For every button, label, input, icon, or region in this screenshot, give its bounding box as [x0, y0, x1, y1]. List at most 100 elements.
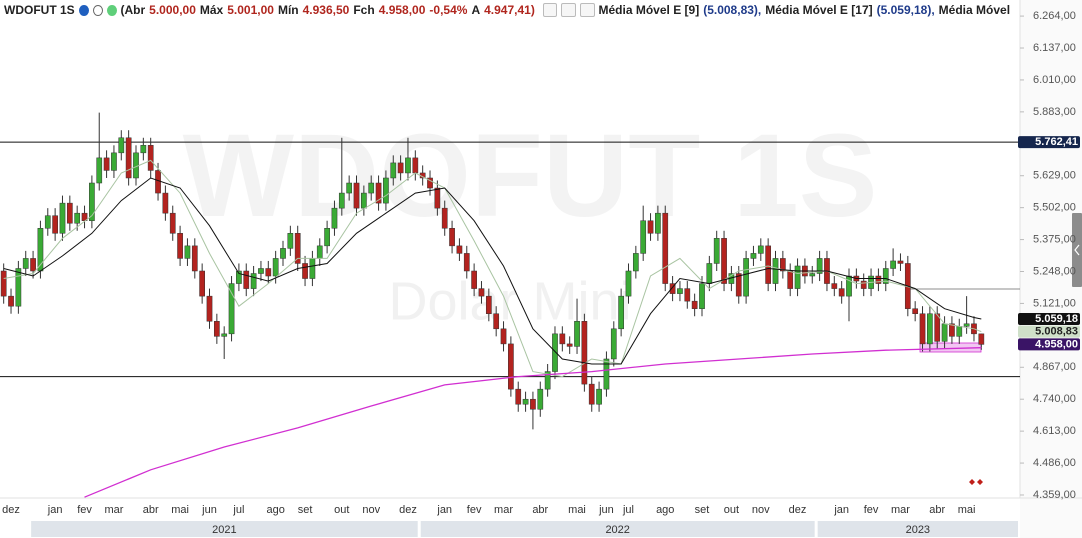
candle-body	[155, 170, 161, 194]
candle-body	[383, 177, 389, 204]
y-tick-label: 5.629,00	[1033, 170, 1076, 182]
icon[interactable]	[542, 3, 558, 17]
candle-body	[162, 192, 169, 214]
legend-entry: Média Móvel E [17]	[765, 3, 873, 17]
x-tick-label: out	[724, 504, 739, 516]
legend-value: 5.000,00	[149, 3, 196, 17]
price-axis-bg	[1020, 0, 1082, 538]
candle-body	[397, 162, 404, 174]
x-tick-label: ago	[266, 504, 284, 516]
candle-body	[927, 313, 933, 345]
candle-body	[956, 326, 963, 337]
candle-body	[236, 270, 242, 284]
symbol[interactable]: WDOFUT 1S	[4, 3, 75, 17]
level-label: 5.762,41	[1035, 136, 1078, 148]
candle-body	[684, 288, 691, 302]
candle-body	[74, 212, 81, 224]
legend-label: Mín	[277, 3, 299, 17]
y-tick-label: 4.740,00	[1033, 393, 1076, 405]
legend-entry: Média Móvel E [9]	[598, 3, 700, 17]
scroll-arrow[interactable]	[1074, 244, 1080, 256]
candle-body	[677, 288, 683, 294]
candle-body	[463, 253, 470, 272]
candle-body	[603, 358, 610, 390]
y-tick-label: 4.613,00	[1033, 425, 1076, 437]
candle-body	[809, 273, 816, 277]
candle-body	[434, 187, 441, 209]
candle-body	[184, 245, 191, 259]
candle-body	[485, 295, 492, 314]
candle-body	[287, 233, 294, 249]
x-tick-label: jan	[47, 504, 63, 516]
candle-body	[691, 300, 698, 309]
y-tick-label: 5.248,00	[1033, 265, 1076, 277]
level-label-bg	[1018, 136, 1080, 149]
candle-body	[493, 313, 500, 330]
indicator-legend: Média Móvel E [9] (5.008,83), Média Móvel …	[599, 3, 1015, 17]
y-tick-label: 4.867,00	[1033, 361, 1076, 373]
candle-body	[52, 215, 58, 234]
candle-body	[794, 265, 801, 289]
icon[interactable]	[561, 3, 576, 17]
candle-body	[478, 288, 485, 297]
candle-body	[508, 343, 514, 390]
candle-body	[346, 182, 353, 194]
candle-body	[22, 258, 29, 269]
x-tick-label: fev	[77, 504, 92, 516]
moving-average-line	[84, 347, 982, 498]
x-tick-label: dez	[2, 504, 20, 516]
y-tick-label: 6.137,00	[1033, 42, 1076, 54]
candle-body	[963, 323, 970, 327]
candle-body	[66, 202, 73, 224]
scrollbar[interactable]	[1072, 213, 1082, 287]
candle-body	[699, 283, 705, 309]
candle-body	[361, 192, 367, 209]
x-tick-label: mai	[171, 504, 189, 516]
moving-average-line	[3, 159, 982, 378]
legend-value: 4.947,41)	[484, 3, 535, 17]
x-tick-label: fev	[864, 504, 879, 516]
candle-body	[706, 263, 713, 284]
candle-body	[59, 202, 66, 234]
x-tick-label: mar	[104, 504, 123, 516]
candle-body	[191, 245, 198, 272]
x-tick-label: jun	[201, 504, 217, 516]
candle-body	[743, 258, 749, 297]
icon[interactable]	[92, 4, 103, 16]
candle-body	[838, 288, 845, 297]
candle-body	[669, 283, 676, 294]
candle-body	[537, 388, 544, 410]
candle-body	[302, 263, 308, 279]
candle-body	[559, 333, 566, 345]
candle-body	[552, 333, 558, 372]
watermark-subtitle: Dolar Mini	[388, 271, 631, 331]
candle-body	[272, 258, 279, 277]
candle-body	[103, 157, 110, 171]
candle-body	[574, 321, 580, 347]
candle-body	[816, 258, 823, 274]
legend-label: (Abr	[120, 3, 146, 17]
plot-layer: 6.264,00 6.137,00 6.010,00 5.883,00 5.629,00…	[0, 10, 1080, 537]
x-tick-label: nov	[362, 504, 380, 516]
candle-body	[228, 283, 235, 335]
candle-body	[412, 157, 419, 174]
candle-body	[456, 245, 463, 254]
candle-body	[250, 273, 257, 289]
candle-body	[588, 383, 595, 405]
candle-body	[860, 280, 867, 289]
candle-body	[500, 328, 507, 345]
x-tick-label: dez	[789, 504, 807, 516]
candle-body	[324, 228, 330, 247]
year-band	[817, 521, 1018, 537]
x-tick-label: mai	[568, 504, 586, 516]
candle-body	[213, 321, 220, 337]
event-marker[interactable]	[969, 479, 983, 485]
candle-body	[780, 258, 786, 272]
year-label: 2021	[212, 524, 236, 536]
candle-body	[118, 137, 125, 154]
icon[interactable]	[106, 4, 117, 16]
icon[interactable]	[579, 3, 595, 17]
candle-body	[566, 343, 573, 347]
icon[interactable]	[78, 4, 89, 16]
candle-body	[750, 253, 757, 259]
